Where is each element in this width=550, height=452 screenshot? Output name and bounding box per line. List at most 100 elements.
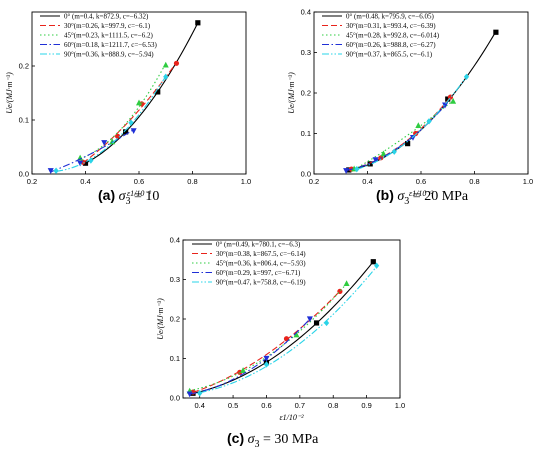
data-point [343,168,350,174]
x-tick-label: 0.6 [134,177,144,186]
x-tick-label: 0.4 [80,177,90,186]
data-point [173,60,180,66]
data-point [367,161,373,167]
caption-b-sigma: σ [397,189,405,204]
data-point [380,150,387,157]
data-point [323,319,330,327]
data-point [115,133,121,139]
x-tick-label: 0.8 [187,177,197,186]
series-curve [50,129,134,173]
series-4 [53,73,169,174]
data-point [293,331,300,338]
series-curve [85,22,199,164]
y-tick-label: 0.1 [301,129,311,138]
x-tick-label: 0.6 [416,177,426,186]
x-tick-label: 1.0 [241,177,251,186]
data-point [163,73,169,80]
series-1 [190,288,343,395]
series-curve [345,105,446,171]
data-point [53,167,59,174]
y-tick-label: 0.1 [19,116,29,125]
series-curve [351,96,451,170]
data-point [442,102,449,109]
data-point [447,94,454,100]
data-point [101,140,108,146]
y-tick-label: 0.0 [19,170,29,179]
legend-label: 30°(m=0.38, k=867.5, c=−6.14) [216,250,306,258]
data-point [162,61,169,68]
y-tick-label: 0.2 [301,89,311,98]
legend-label: 90°(m=0.37, k=865.5, c=−6.1) [346,51,433,59]
legend-label: 60°(m=0.29, k=997, c=−6.71) [216,269,301,277]
data-point [415,122,422,128]
legend-label: 60°(m=0.18, k=1211.7, c=−6.53) [64,41,157,49]
legend-label: 45°(m=0.23, k=1111.5, c=−6.2) [64,32,153,40]
caption-b-sub: 3 [404,195,410,207]
x-tick-label: 0.7 [295,401,305,410]
data-point [195,20,201,26]
y-tick-label: 0.1 [170,354,180,363]
legend-label: 45°(m=0.28, k=992.8, c=−6.014) [346,32,440,40]
data-point [240,367,247,373]
x-axis-label: ε1/10⁻² [127,189,152,198]
data-point [186,391,193,398]
legend-label: 90°(m=0.36, k=888.9, c=−5.94) [64,51,154,59]
data-point [372,157,379,164]
legend-label: 0° (m=0.49, k=780.1, c=−6.3) [216,241,301,249]
data-point [426,118,432,125]
legend-label: 30°(m=0.31, k=993.4, c=−6.39) [346,22,436,30]
series-curve [192,261,374,394]
y-axis-label: Ue/(MJ·m⁻³) [156,298,165,340]
data-point [306,316,313,323]
legend-label: 0° (m=0.4, k=872.9, c=−6.32) [64,13,149,21]
series-curve [353,100,454,171]
x-tick-label: 0.2 [309,177,319,186]
data-point [263,355,270,362]
y-tick-label: 0.2 [170,315,180,324]
series-curve [199,266,378,394]
chart-panel-a: 0.2 0.4 0.6 0.8 1.0 0.0 0.1 0.2 ε1/10⁻² Ue/(MJ·m⁻… [5,11,251,198]
series-curve [189,283,347,392]
series-2 [77,61,169,161]
data-point [47,168,54,174]
x-tick-label: 0.8 [469,177,479,186]
y-tick-label: 0.2 [19,62,29,71]
y-axis-label: Ue/(MJ·m⁻³) [287,72,296,114]
series-4 [197,262,380,397]
data-point [123,129,129,135]
data-point [354,165,360,173]
series-curve [192,290,341,393]
caption-b: (b) σ3 = 20 MPa [376,187,468,207]
chart-panel-c: 0.4 0.5 0.6 0.7 0.8 0.9 1.0 0.0 0.1 0.2 0.3 0.4 ε1/1… [156,236,405,423]
data-point [128,119,134,126]
data-point [130,128,137,134]
data-point [313,320,320,326]
series-3 [186,316,313,398]
y-tick-label: 0.3 [170,275,180,284]
data-point [409,134,416,141]
data-point [88,157,94,164]
series-3 [47,128,137,174]
series-1 [348,94,454,172]
x-tick-label: 0.4 [362,177,372,186]
data-point [370,259,376,265]
data-point [197,390,203,397]
y-tick-label: 0.4 [301,8,311,17]
series-3 [343,102,449,174]
series-curve [79,63,167,160]
x-tick-label: 0.4 [194,401,204,410]
series-curve [189,318,311,395]
caption-a-tag: (a) [98,187,116,203]
series-4 [354,73,470,173]
data-point [82,160,89,166]
data-point [109,138,116,145]
data-point [391,148,397,155]
legend-label: 60°(m=0.26, k=988.8, c=−6.27) [346,41,436,49]
caption-b-value: = 20 MPa [412,189,469,204]
series-curve [356,76,467,170]
data-point [405,141,411,147]
y-tick-label: 0.0 [301,170,311,179]
caption-a-sub: 3 [125,195,131,207]
data-point [445,96,451,102]
